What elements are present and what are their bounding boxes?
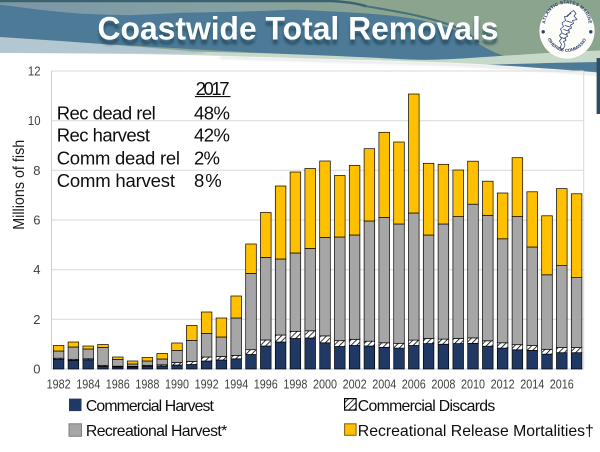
svg-text:8%: 8% <box>194 170 222 191</box>
svg-text:Rec harvest: Rec harvest <box>57 125 150 146</box>
svg-text:Commercial Harvest: Commercial Harvest <box>86 398 215 415</box>
svg-text:6: 6 <box>33 213 40 228</box>
svg-text:1988: 1988 <box>135 377 159 392</box>
svg-text:Recreational Harvest*: Recreational Harvest* <box>86 423 227 440</box>
svg-text:10: 10 <box>28 113 41 128</box>
svg-text:Comm dead rel: Comm dead rel <box>57 147 180 168</box>
svg-text:2002: 2002 <box>343 377 367 392</box>
svg-text:2: 2 <box>33 312 40 327</box>
svg-text:2016: 2016 <box>550 377 574 392</box>
svg-text:1996: 1996 <box>254 377 278 392</box>
svg-text:2010: 2010 <box>461 377 485 392</box>
svg-text:2006: 2006 <box>402 377 426 392</box>
svg-text:Rec dead rel: Rec dead rel <box>57 102 156 123</box>
svg-text:12: 12 <box>28 64 41 79</box>
svg-text:Comm harvest: Comm harvest <box>57 170 175 191</box>
svg-text:Millions of fish: Millions of fish <box>11 140 28 230</box>
svg-text:2014: 2014 <box>520 377 544 392</box>
svg-text:2008: 2008 <box>431 377 455 392</box>
svg-text:42%: 42% <box>194 125 230 146</box>
svg-text:4: 4 <box>33 262 40 277</box>
svg-text:48%: 48% <box>194 102 230 123</box>
svg-text:2%: 2% <box>194 147 220 168</box>
svg-text:Commercial Discards: Commercial Discards <box>358 398 496 415</box>
svg-text:2000: 2000 <box>313 377 337 392</box>
svg-text:2017: 2017 <box>196 78 230 99</box>
svg-text:1992: 1992 <box>195 377 219 392</box>
svg-text:1994: 1994 <box>224 377 248 392</box>
svg-text:1990: 1990 <box>165 377 189 392</box>
svg-text:1986: 1986 <box>106 377 130 392</box>
svg-text:Recreational Release Mortaliti: Recreational Release Mortalities† <box>358 423 594 440</box>
svg-text:Coastwide Total Removals: Coastwide Total Removals <box>98 16 499 52</box>
svg-text:2004: 2004 <box>372 377 396 392</box>
svg-text:0: 0 <box>33 362 40 377</box>
svg-text:1982: 1982 <box>47 377 71 392</box>
svg-text:2012: 2012 <box>491 377 515 392</box>
svg-text:1998: 1998 <box>283 377 307 392</box>
svg-text:1984: 1984 <box>76 377 100 392</box>
svg-text:8: 8 <box>33 163 40 178</box>
svg-text:Coastwide Total Removals: Coastwide Total Removals <box>98 11 499 47</box>
